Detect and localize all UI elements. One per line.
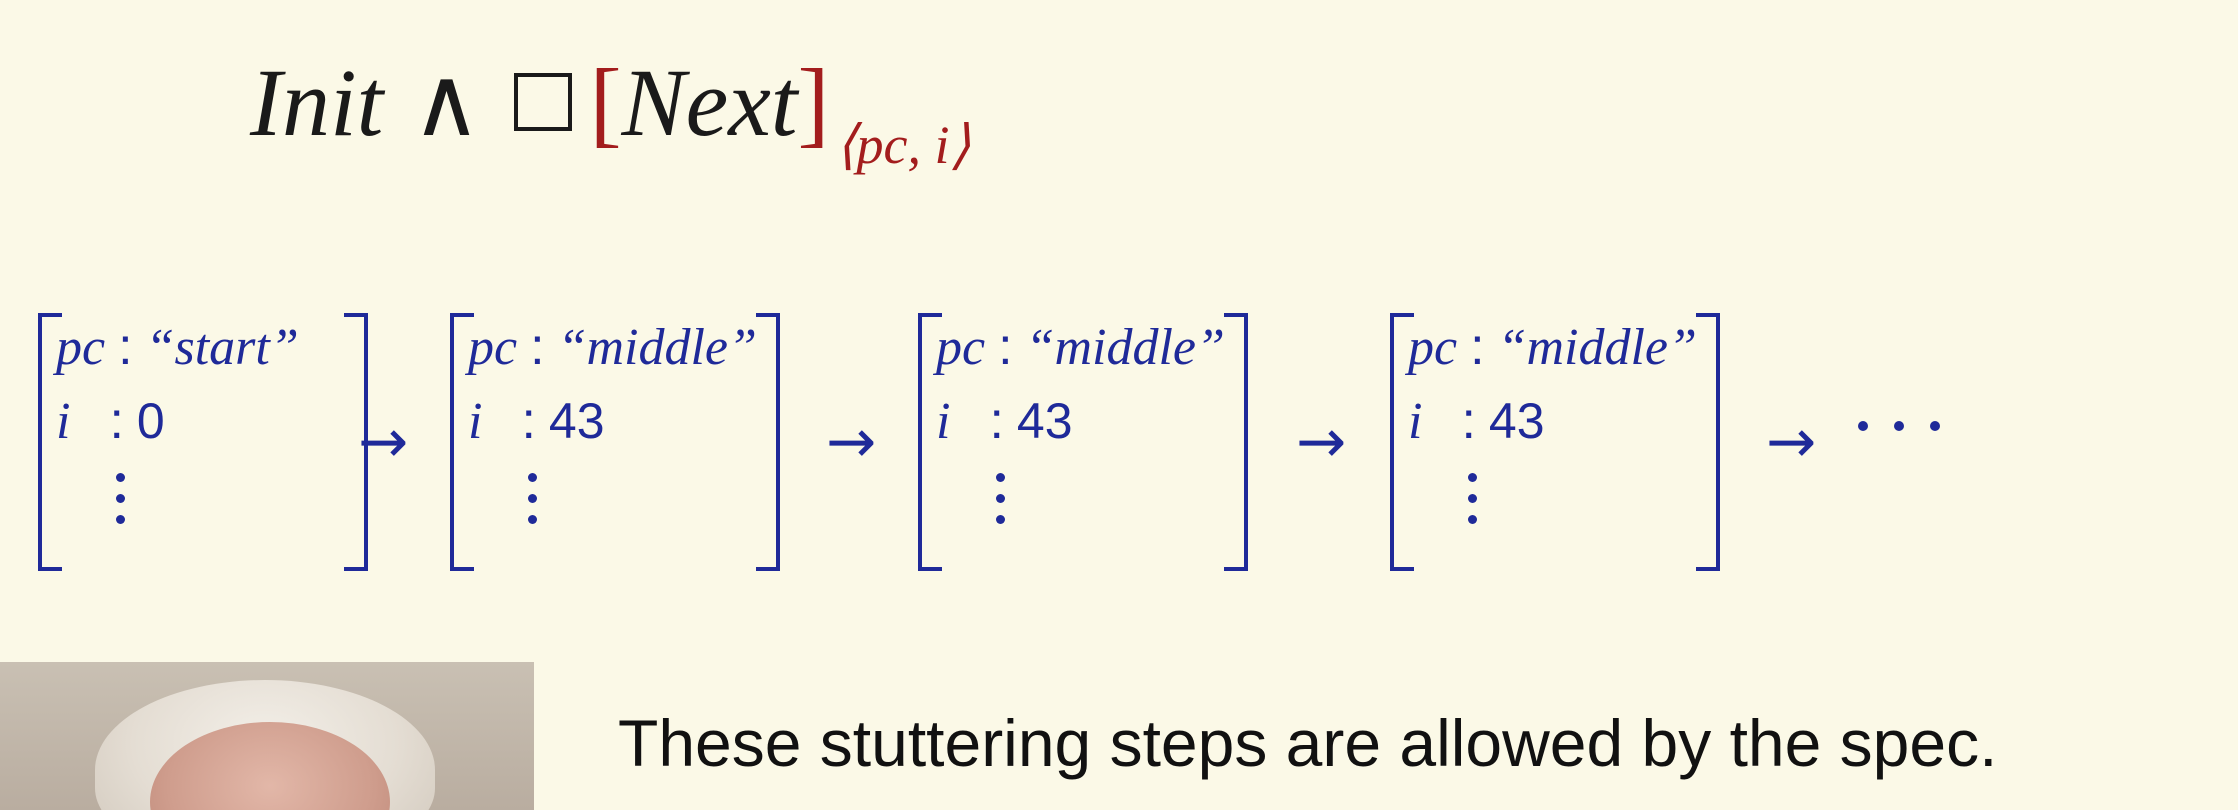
vertical-ellipsis-icon bbox=[996, 473, 1008, 536]
right-bracket bbox=[1696, 313, 1720, 571]
slide-caption: These stuttering steps are allowed by th… bbox=[618, 706, 1998, 780]
transition-arrow: → bbox=[358, 407, 409, 477]
transition-arrow: → bbox=[1296, 407, 1347, 477]
left-bracket bbox=[918, 313, 942, 571]
vertical-ellipsis-icon bbox=[116, 473, 128, 536]
i-row: i : 43 bbox=[468, 392, 605, 450]
pc-row: pc : “middle” bbox=[468, 318, 757, 376]
vertical-ellipsis-icon bbox=[528, 473, 540, 536]
i-row: i : 43 bbox=[936, 392, 1073, 450]
formula-subscript: ⟨pc, i⟩ bbox=[835, 115, 971, 175]
left-bracket bbox=[38, 313, 62, 571]
left-bracket bbox=[450, 313, 474, 571]
right-bracket bbox=[344, 313, 368, 571]
pc-row: pc : “middle” bbox=[936, 318, 1225, 376]
transition-arrow: → bbox=[1766, 407, 1817, 477]
pc-row: pc : “middle” bbox=[1408, 318, 1697, 376]
right-bracket bbox=[756, 313, 780, 571]
horizontal-ellipsis-icon bbox=[1858, 418, 1966, 436]
pc-row: pc : “start” bbox=[56, 318, 299, 376]
next-term: Next bbox=[621, 49, 798, 156]
close-bracket: ] bbox=[797, 49, 830, 156]
state-2: pc : “middle” i : 43 bbox=[450, 313, 780, 571]
always-box-icon bbox=[513, 73, 572, 131]
speaker-video bbox=[0, 662, 534, 810]
right-bracket bbox=[1224, 313, 1248, 571]
i-row: i : 0 bbox=[56, 392, 165, 450]
transition-arrow: → bbox=[826, 407, 877, 477]
open-bracket: [ bbox=[589, 49, 622, 156]
vertical-ellipsis-icon bbox=[1468, 473, 1480, 536]
state-1: pc : “start” i : 0 bbox=[38, 313, 368, 571]
init-term: Init bbox=[250, 49, 384, 156]
temporal-formula: Init ∧ [Next] ⟨pc, i⟩ bbox=[250, 55, 971, 173]
and-operator: ∧ bbox=[411, 49, 482, 156]
state-3: pc : “middle” i : 43 bbox=[918, 313, 1248, 571]
left-bracket bbox=[1390, 313, 1414, 571]
state-4: pc : “middle” i : 43 bbox=[1390, 313, 1720, 571]
i-row: i : 43 bbox=[1408, 392, 1545, 450]
